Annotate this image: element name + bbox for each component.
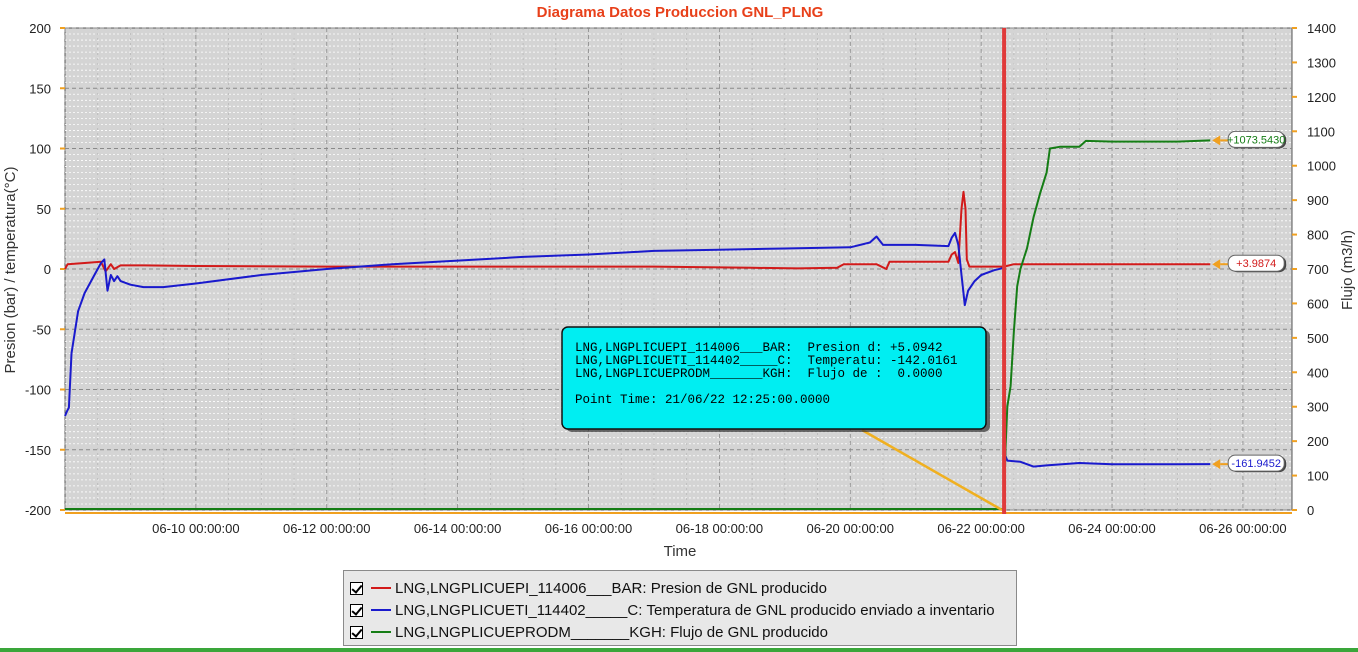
legend: LNG,LNGPLICUEPI_114006___BAR: Presion de… [343, 570, 1017, 646]
legend-item[interactable]: LNG,LNGPLICUEPRODM_______KGH: Flujo de G… [344, 621, 1016, 643]
legend-tag: LNG,LNGPLICUEPI_114006___BAR: [395, 579, 647, 597]
y-tick-label: 100 [29, 142, 51, 157]
tooltip: LNG,LNGPLICUEPI_114006___BAR: Presion d:… [561, 326, 990, 432]
tooltip-line: LNG,LNGPLICUETI_114402_____C: Temperatu:… [575, 354, 958, 368]
y-tick-label: 200 [29, 21, 51, 36]
y2-tick-label: 800 [1307, 228, 1329, 243]
tooltip-line: LNG,LNGPLICUEPI_114006___BAR: Presion d:… [575, 341, 943, 355]
y2-tick-label: 1000 [1307, 159, 1336, 174]
y2-tick-label: 600 [1307, 296, 1329, 311]
y-tick-label: 0 [44, 262, 51, 277]
x-tick-label: 06-16 00:00:00 [545, 521, 632, 536]
y-tick-label: -200 [25, 503, 51, 518]
x-axis-label: Time [664, 543, 697, 560]
cursor-line[interactable] [1002, 28, 1007, 514]
legend-tag: LNG,LNGPLICUETI_114402_____C: [395, 601, 643, 619]
end-marker-arrow [1212, 135, 1221, 146]
legend-desc: Temperatura de GNL producido enviado a i… [646, 601, 995, 619]
checkbox[interactable] [350, 581, 363, 595]
y2-tick-label: 1100 [1307, 124, 1335, 139]
series-line-3[interactable] [65, 139, 1211, 510]
y-tick-label: -100 [25, 383, 51, 398]
legend-item[interactable]: LNG,LNGPLICUEPI_114006___BAR: Presion de… [344, 577, 1016, 599]
tooltip-box [561, 326, 987, 430]
end-label: -161.9452 [1231, 458, 1281, 470]
y2-tick-label: 1200 [1307, 90, 1336, 105]
y2-tick-label: 500 [1307, 331, 1329, 346]
legend-swatch [371, 609, 391, 611]
legend-tag: LNG,LNGPLICUEPRODM_______KGH: [395, 623, 666, 641]
end-label-box [1227, 130, 1285, 148]
x-tick-label: 06-24 00:00:00 [1068, 521, 1155, 536]
x-tick-label: 06-10 00:00:00 [152, 521, 239, 536]
x-tick-label: 06-22 00:00:00 [937, 521, 1024, 536]
y2-tick-label: 1300 [1307, 55, 1336, 70]
y2-tick-label: 400 [1307, 365, 1329, 380]
y2-tick-label: 300 [1307, 400, 1329, 415]
y2-tick-label: 700 [1307, 262, 1329, 277]
legend-swatch [371, 631, 391, 633]
x-tick-label: 06-26 00:00:00 [1199, 521, 1286, 536]
y-axis-label: Presion (bar) / temperatura(°C) [2, 167, 19, 374]
legend-item[interactable]: LNG,LNGPLICUETI_114402_____C: Temperatur… [344, 599, 1016, 621]
series-line-1[interactable] [64, 190, 1211, 273]
x-tick-label: 06-12 00:00:00 [283, 521, 370, 536]
x-tick-label: 06-18 00:00:00 [676, 521, 763, 536]
x-tick-label: 06-14 00:00:00 [414, 521, 501, 536]
end-marker-arrow [1212, 259, 1221, 270]
y2-tick-label: 100 [1307, 469, 1329, 484]
end-marker-arrow [1212, 459, 1221, 470]
y2-tick-label: 1400 [1307, 21, 1336, 36]
chart-area[interactable]: Diagrama Datos Produccion GNL_PLNG 200 15… [0, 0, 1358, 570]
legend-desc: Flujo de GNL producido [670, 623, 828, 641]
x-tick-label: 06-20 00:00:00 [807, 521, 894, 536]
end-label-box [1227, 454, 1285, 472]
y-tick-label: -150 [25, 443, 51, 458]
y-tick-label: 50 [37, 202, 51, 217]
checkbox[interactable] [350, 625, 363, 639]
y2-tick-label: 0 [1307, 503, 1314, 518]
y2-tick-label: 900 [1307, 193, 1329, 208]
legend-desc: Presion de GNL producido [650, 579, 827, 597]
status-bar [0, 648, 1358, 652]
tooltip-point-time: Point Time: 21/06/22 12:25:00.0000 [575, 393, 830, 407]
end-label: +1073.5430 [1227, 134, 1285, 146]
legend-swatch [371, 587, 391, 589]
tooltip-connector [861, 428, 1003, 512]
tooltip-line: LNG,LNGPLICUEPRODM_______KGH: Flujo de :… [575, 367, 943, 381]
y-tick-label: 150 [29, 81, 51, 96]
y2-axis-label: Flujo (m3/h) [1339, 230, 1356, 310]
end-label: +3.9874 [1236, 258, 1276, 270]
y2-tick-label: 200 [1307, 434, 1329, 449]
end-label-box [1227, 254, 1285, 272]
chart-title: Diagrama Datos Produccion GNL_PLNG [537, 4, 824, 21]
y-tick-label: -50 [32, 322, 51, 337]
checkbox[interactable] [350, 603, 363, 617]
